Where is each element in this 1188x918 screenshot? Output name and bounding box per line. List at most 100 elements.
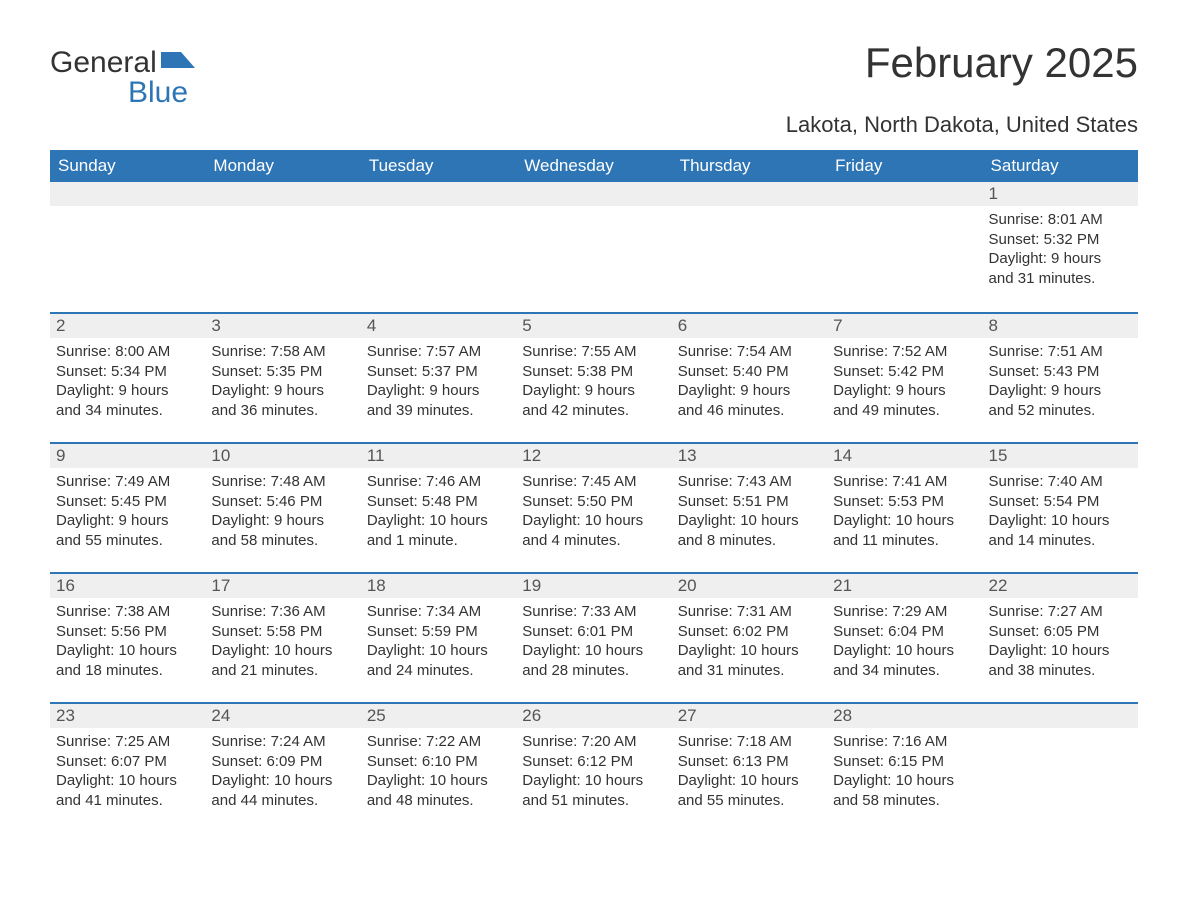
- daylight-text: and 28 minutes.: [522, 661, 665, 681]
- sunset-text: Sunset: 5:35 PM: [211, 362, 354, 382]
- sunrise-text: Sunrise: 7:52 AM: [833, 342, 976, 362]
- day-number: 25: [361, 704, 516, 728]
- weekday-label: Monday: [205, 150, 360, 182]
- daylight-text: and 49 minutes.: [833, 401, 976, 421]
- day-details: Sunrise: 7:46 AMSunset: 5:48 PMDaylight:…: [361, 468, 516, 560]
- weekday-label: Friday: [827, 150, 982, 182]
- sunrise-text: Sunrise: 7:51 AM: [989, 342, 1132, 362]
- day-details: [516, 206, 671, 220]
- brand-logo: General Blue: [50, 40, 195, 108]
- day-details: Sunrise: 7:29 AMSunset: 6:04 PMDaylight:…: [827, 598, 982, 690]
- daylight-text: Daylight: 9 hours: [833, 381, 976, 401]
- calendar-day-cell: 16Sunrise: 7:38 AMSunset: 5:56 PMDayligh…: [50, 574, 205, 702]
- day-number: 21: [827, 574, 982, 598]
- sunrise-text: Sunrise: 7:36 AM: [211, 602, 354, 622]
- sunset-text: Sunset: 5:38 PM: [522, 362, 665, 382]
- daylight-text: and 4 minutes.: [522, 531, 665, 551]
- day-details: Sunrise: 7:54 AMSunset: 5:40 PMDaylight:…: [672, 338, 827, 430]
- calendar-week-row: 2Sunrise: 8:00 AMSunset: 5:34 PMDaylight…: [50, 312, 1138, 442]
- sunrise-text: Sunrise: 7:22 AM: [367, 732, 510, 752]
- logo-flag-icon: [161, 48, 195, 78]
- daylight-text: Daylight: 9 hours: [522, 381, 665, 401]
- day-number: 13: [672, 444, 827, 468]
- sunset-text: Sunset: 6:02 PM: [678, 622, 821, 642]
- calendar-day-cell: 9Sunrise: 7:49 AMSunset: 5:45 PMDaylight…: [50, 444, 205, 572]
- day-details: Sunrise: 7:52 AMSunset: 5:42 PMDaylight:…: [827, 338, 982, 430]
- daylight-text: and 48 minutes.: [367, 791, 510, 811]
- daylight-text: and 38 minutes.: [989, 661, 1132, 681]
- day-details: Sunrise: 7:57 AMSunset: 5:37 PMDaylight:…: [361, 338, 516, 430]
- daylight-text: Daylight: 9 hours: [211, 381, 354, 401]
- daylight-text: and 14 minutes.: [989, 531, 1132, 551]
- calendar-day-cell: 12Sunrise: 7:45 AMSunset: 5:50 PMDayligh…: [516, 444, 671, 572]
- calendar-week-row: 16Sunrise: 7:38 AMSunset: 5:56 PMDayligh…: [50, 572, 1138, 702]
- daylight-text: and 52 minutes.: [989, 401, 1132, 421]
- day-number: 20: [672, 574, 827, 598]
- location-subtitle: Lakota, North Dakota, United States: [50, 112, 1138, 138]
- sunrise-text: Sunrise: 7:18 AM: [678, 732, 821, 752]
- sunrise-text: Sunrise: 7:41 AM: [833, 472, 976, 492]
- sunset-text: Sunset: 5:42 PM: [833, 362, 976, 382]
- daylight-text: Daylight: 9 hours: [989, 249, 1132, 269]
- daylight-text: and 11 minutes.: [833, 531, 976, 551]
- daylight-text: Daylight: 9 hours: [56, 381, 199, 401]
- weekday-header: Sunday Monday Tuesday Wednesday Thursday…: [50, 150, 1138, 182]
- sunrise-text: Sunrise: 7:55 AM: [522, 342, 665, 362]
- daylight-text: Daylight: 10 hours: [367, 511, 510, 531]
- sunrise-text: Sunrise: 7:40 AM: [989, 472, 1132, 492]
- calendar-day-cell: 27Sunrise: 7:18 AMSunset: 6:13 PMDayligh…: [672, 704, 827, 832]
- day-details: [983, 728, 1138, 742]
- daylight-text: Daylight: 10 hours: [989, 641, 1132, 661]
- calendar-day-cell: 26Sunrise: 7:20 AMSunset: 6:12 PMDayligh…: [516, 704, 671, 832]
- calendar-body: 1Sunrise: 8:01 AMSunset: 5:32 PMDaylight…: [50, 182, 1138, 832]
- day-details: Sunrise: 7:41 AMSunset: 5:53 PMDaylight:…: [827, 468, 982, 560]
- sunrise-text: Sunrise: 7:49 AM: [56, 472, 199, 492]
- calendar-day-cell: [516, 182, 671, 312]
- calendar-day-cell: 13Sunrise: 7:43 AMSunset: 5:51 PMDayligh…: [672, 444, 827, 572]
- daylight-text: Daylight: 10 hours: [833, 771, 976, 791]
- daylight-text: and 34 minutes.: [56, 401, 199, 421]
- sunrise-text: Sunrise: 7:16 AM: [833, 732, 976, 752]
- daylight-text: and 39 minutes.: [367, 401, 510, 421]
- day-number: [827, 182, 982, 206]
- calendar-day-cell: 20Sunrise: 7:31 AMSunset: 6:02 PMDayligh…: [672, 574, 827, 702]
- daylight-text: Daylight: 10 hours: [56, 771, 199, 791]
- day-details: Sunrise: 7:43 AMSunset: 5:51 PMDaylight:…: [672, 468, 827, 560]
- logo-line-1: General: [50, 48, 195, 78]
- daylight-text: Daylight: 10 hours: [522, 641, 665, 661]
- sunset-text: Sunset: 6:07 PM: [56, 752, 199, 772]
- sunset-text: Sunset: 6:13 PM: [678, 752, 821, 772]
- day-details: Sunrise: 7:49 AMSunset: 5:45 PMDaylight:…: [50, 468, 205, 560]
- daylight-text: and 55 minutes.: [678, 791, 821, 811]
- daylight-text: Daylight: 10 hours: [56, 641, 199, 661]
- sunset-text: Sunset: 6:15 PM: [833, 752, 976, 772]
- sunrise-text: Sunrise: 7:33 AM: [522, 602, 665, 622]
- daylight-text: Daylight: 9 hours: [367, 381, 510, 401]
- daylight-text: Daylight: 10 hours: [522, 771, 665, 791]
- sunset-text: Sunset: 5:53 PM: [833, 492, 976, 512]
- sunset-text: Sunset: 5:46 PM: [211, 492, 354, 512]
- daylight-text: Daylight: 10 hours: [367, 641, 510, 661]
- sunset-text: Sunset: 5:54 PM: [989, 492, 1132, 512]
- calendar-day-cell: 15Sunrise: 7:40 AMSunset: 5:54 PMDayligh…: [983, 444, 1138, 572]
- day-number: [50, 182, 205, 206]
- day-number: 1: [983, 182, 1138, 206]
- day-details: Sunrise: 7:20 AMSunset: 6:12 PMDaylight:…: [516, 728, 671, 820]
- sunrise-text: Sunrise: 7:46 AM: [367, 472, 510, 492]
- day-number: 4: [361, 314, 516, 338]
- sunrise-text: Sunrise: 7:25 AM: [56, 732, 199, 752]
- calendar-day-cell: 3Sunrise: 7:58 AMSunset: 5:35 PMDaylight…: [205, 314, 360, 442]
- day-details: [672, 206, 827, 220]
- day-number: 2: [50, 314, 205, 338]
- sunset-text: Sunset: 5:50 PM: [522, 492, 665, 512]
- daylight-text: Daylight: 10 hours: [211, 771, 354, 791]
- sunrise-text: Sunrise: 7:43 AM: [678, 472, 821, 492]
- sunrise-text: Sunrise: 7:45 AM: [522, 472, 665, 492]
- daylight-text: and 58 minutes.: [211, 531, 354, 551]
- day-number: 7: [827, 314, 982, 338]
- calendar-day-cell: 25Sunrise: 7:22 AMSunset: 6:10 PMDayligh…: [361, 704, 516, 832]
- sunrise-text: Sunrise: 7:58 AM: [211, 342, 354, 362]
- sunset-text: Sunset: 5:48 PM: [367, 492, 510, 512]
- day-number: 24: [205, 704, 360, 728]
- daylight-text: and 1 minute.: [367, 531, 510, 551]
